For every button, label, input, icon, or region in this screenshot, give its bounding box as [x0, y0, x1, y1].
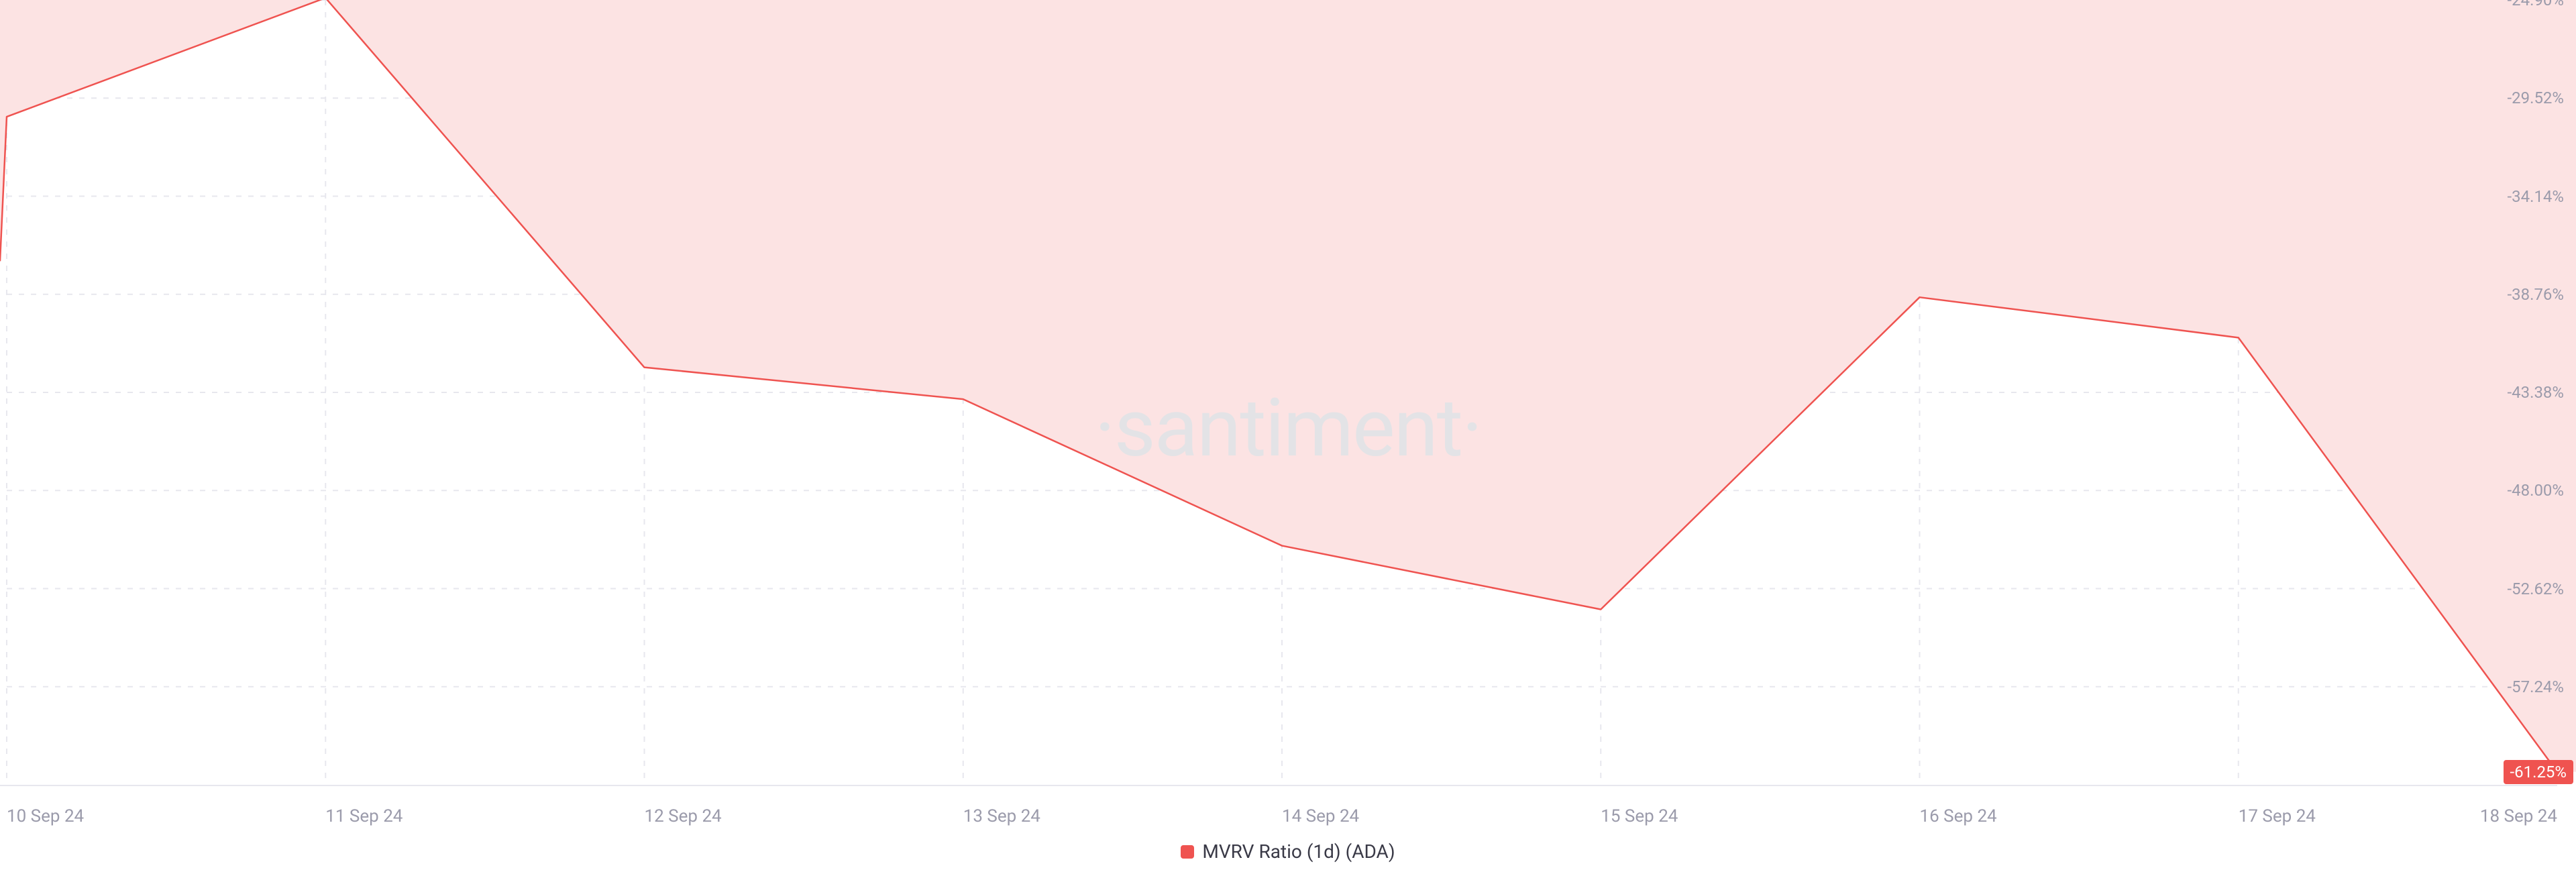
- x-tick-label: 15 Sep 24: [1601, 806, 1678, 826]
- x-tick-label: 16 Sep 24: [1920, 806, 1997, 826]
- legend: MVRV Ratio (1d) (ADA): [0, 840, 2576, 863]
- legend-label: MVRV Ratio (1d) (ADA): [1202, 840, 1395, 863]
- y-tick-label: -48.00%: [2508, 481, 2565, 500]
- end-value-badge: -61.25%: [2504, 760, 2574, 784]
- legend-swatch: [1181, 845, 1194, 859]
- x-tick-label: 11 Sep 24: [325, 806, 402, 826]
- y-tick-label: -52.62%: [2508, 580, 2565, 598]
- x-tick-label: 12 Sep 24: [645, 806, 722, 826]
- mvrv-chart: ·santiment· 10 Sep 2411 Sep 2412 Sep 241…: [0, 0, 2576, 872]
- x-tick-label: 18 Sep 24: [2480, 806, 2557, 826]
- x-tick-label: 14 Sep 24: [1282, 806, 1359, 826]
- y-tick-label: -38.76%: [2508, 285, 2565, 304]
- chart-svg: [0, 0, 2576, 872]
- y-tick-label: -29.52%: [2508, 89, 2565, 107]
- x-tick-label: 17 Sep 24: [2239, 806, 2316, 826]
- y-tick-label: -57.24%: [2508, 677, 2565, 696]
- y-tick-label: -43.38%: [2508, 383, 2565, 402]
- y-tick-label: -34.14%: [2508, 187, 2565, 206]
- y-tick-label: -24.90%: [2508, 0, 2565, 9]
- x-tick-label: 10 Sep 24: [7, 806, 84, 826]
- series-area: [0, 0, 2557, 772]
- x-tick-label: 13 Sep 24: [963, 806, 1040, 826]
